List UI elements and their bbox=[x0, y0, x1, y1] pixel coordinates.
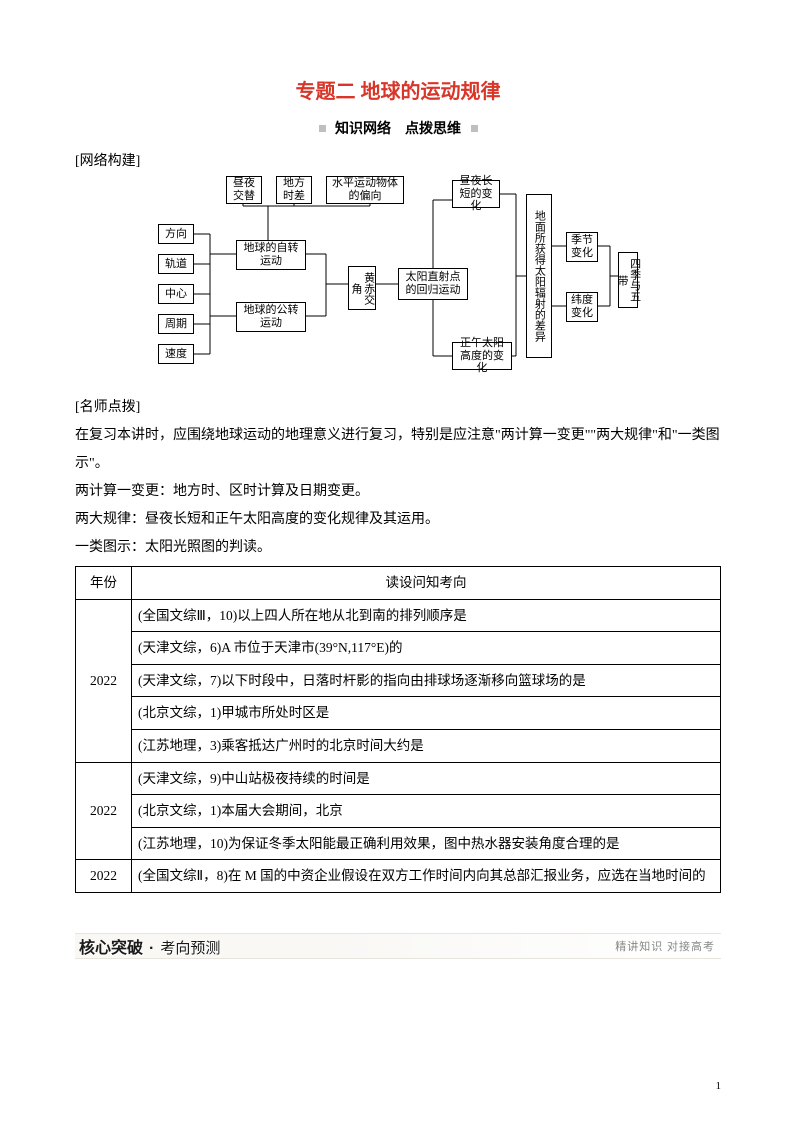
table-row: (天津文综，7)以下时段中，日落时杆影的指向由排球场逐渐移向篮球场的是 bbox=[76, 664, 721, 697]
cell-topic: (北京文综，1)本届大会期间，北京 bbox=[132, 795, 721, 828]
node-daynight: 昼夜交替 bbox=[226, 176, 262, 204]
exam-table: 年份 读设问知考向 2022 (全国文综Ⅲ，10)以上四人所在地从北到南的排列顺… bbox=[75, 566, 721, 893]
node-daylength: 昼夜长短的变化 bbox=[452, 180, 500, 208]
table-row: (天津文综，6)A 市位于天津市(39°N,117°E)的 bbox=[76, 632, 721, 665]
node-revolution: 地球的公转运动 bbox=[236, 302, 306, 332]
section-network-build: [网络构建] bbox=[75, 150, 721, 170]
page-number: 1 bbox=[716, 1080, 722, 1092]
footer-light: 考向预测 bbox=[160, 937, 220, 958]
node-season: 季节变化 bbox=[566, 232, 598, 262]
square-icon bbox=[319, 125, 326, 132]
node-coriolis: 水平运动物体的偏向 bbox=[326, 176, 404, 204]
node-center: 中心 bbox=[158, 284, 194, 304]
cell-topic: (全国文综Ⅲ，10)以上四人所在地从北到南的排列顺序是 bbox=[132, 599, 721, 632]
table-row: 2022 (天津文综，9)中山站极夜持续的时间是 bbox=[76, 762, 721, 795]
tips-body: 在复习本讲时，应围绕地球运动的地理意义进行复习，特别是应注意"两计算一变更""两… bbox=[75, 422, 721, 562]
section-tips: [名师点拨] bbox=[75, 396, 721, 416]
node-seasons-zones: 四季与五带 bbox=[618, 252, 638, 308]
col-topic: 读设问知考向 bbox=[132, 567, 721, 600]
table-row: 2022 (全国文综Ⅲ，10)以上四人所在地从北到南的排列顺序是 bbox=[76, 599, 721, 632]
page-title: 专题二 地球的运动规律 bbox=[75, 75, 721, 104]
node-radiation-diff: 地面所获得太阳辐射的差异 bbox=[526, 194, 552, 358]
cell-year: 2022 bbox=[76, 599, 132, 762]
cell-topic: (天津文综，7)以下时段中，日落时杆影的指向由排球场逐渐移向篮球场的是 bbox=[132, 664, 721, 697]
cell-topic: (江苏地理，3)乘客抵达广州时的北京时间大约是 bbox=[132, 729, 721, 762]
table-row: 2022 (全国文综Ⅱ，8)在 M 国的中资企业假设在双方工作时间内向其总部汇报… bbox=[76, 860, 721, 893]
node-radiation-diff-label: 地面所获得太阳辐射的差异 bbox=[533, 210, 546, 342]
cell-topic: (天津文综，6)A 市位于天津市(39°N,117°E)的 bbox=[132, 632, 721, 665]
node-latitude: 纬度变化 bbox=[566, 292, 598, 322]
node-obliquity-label: 黄赤交角 bbox=[349, 268, 374, 308]
footer-right: 精讲知识 对接高考 bbox=[615, 938, 721, 954]
subtitle-text: 知识网络 点拨思维 bbox=[335, 122, 461, 137]
node-speed: 速度 bbox=[158, 344, 194, 364]
cell-topic: (全国文综Ⅱ，8)在 M 国的中资企业假设在双方工作时间内向其总部汇报业务，应选… bbox=[132, 860, 721, 893]
node-obliquity: 黄赤交角 bbox=[348, 266, 376, 310]
table-header-row: 年份 读设问知考向 bbox=[76, 567, 721, 600]
tip-line: 两大规律：昼夜长短和正午太阳高度的变化规律及其运用。 bbox=[75, 506, 721, 534]
cell-year: 2022 bbox=[76, 860, 132, 893]
node-orbit: 轨道 bbox=[158, 254, 194, 274]
cell-topic: (江苏地理，10)为保证冬季太阳能最正确利用效果，图中热水器安装角度合理的是 bbox=[132, 827, 721, 860]
node-localtime: 地方时差 bbox=[276, 176, 312, 204]
tip-line: 一类图示：太阳光照图的判读。 bbox=[75, 534, 721, 562]
table-row: (江苏地理，10)为保证冬季太阳能最正确利用效果，图中热水器安装角度合理的是 bbox=[76, 827, 721, 860]
table-row: (北京文综，1)甲城市所处时区是 bbox=[76, 697, 721, 730]
tip-line: 在复习本讲时，应围绕地球运动的地理意义进行复习，特别是应注意"两计算一变更""两… bbox=[75, 422, 721, 478]
tip-line: 两计算一变更：地方时、区时计算及日期变更。 bbox=[75, 478, 721, 506]
table-row: (江苏地理，3)乘客抵达广州时的北京时间大约是 bbox=[76, 729, 721, 762]
node-noonalt: 正午太阳高度的变化 bbox=[452, 342, 512, 370]
node-direction: 方向 bbox=[158, 224, 194, 244]
subtitle: 知识网络 点拨思维 bbox=[75, 118, 721, 138]
cell-topic: (天津文综，9)中山站极夜持续的时间是 bbox=[132, 762, 721, 795]
cell-topic: (北京文综，1)甲城市所处时区是 bbox=[132, 697, 721, 730]
node-period: 周期 bbox=[158, 314, 194, 334]
footer-bold: 核心突破 bbox=[79, 934, 143, 958]
col-year: 年份 bbox=[76, 567, 132, 600]
cell-year: 2022 bbox=[76, 762, 132, 860]
footer-band: 核心突破 · 考向预测 精讲知识 对接高考 bbox=[75, 933, 721, 959]
dot-icon: · bbox=[149, 940, 154, 958]
footer-left: 核心突破 · 考向预测 bbox=[75, 934, 220, 958]
table-row: (北京文综，1)本届大会期间，北京 bbox=[76, 795, 721, 828]
node-seasons-zones-label: 四季与五带 bbox=[615, 254, 640, 306]
node-rotation: 地球的自转运动 bbox=[236, 240, 306, 270]
node-subsolar: 太阳直射点的回归运动 bbox=[398, 268, 468, 300]
square-icon bbox=[471, 125, 478, 132]
concept-diagram: 方向 轨道 中心 周期 速度 地球的自转运动 地球的公转运动 昼夜交替 地方时差… bbox=[158, 176, 638, 386]
